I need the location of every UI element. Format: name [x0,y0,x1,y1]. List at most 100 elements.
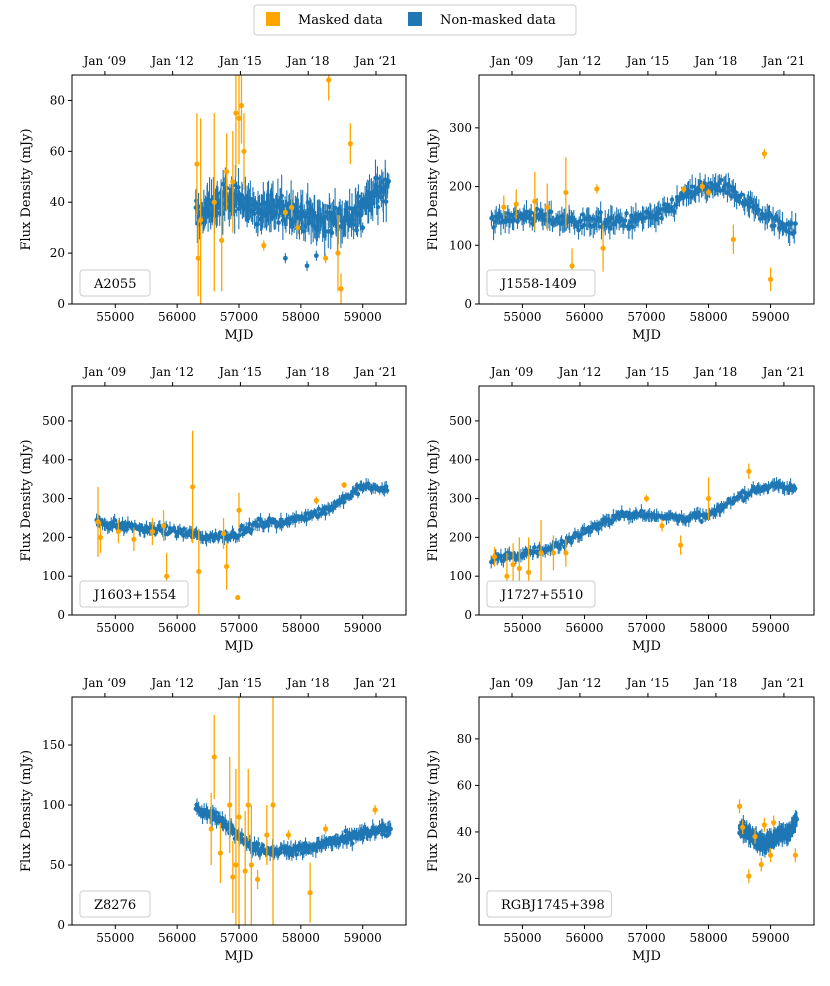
source-label-box [79,890,151,918]
top-tick-label: Jan ‘09 [489,54,534,68]
plot-area [193,75,392,304]
masked-point [338,286,344,292]
masked-point [245,802,251,808]
nonmasked-point [106,526,112,531]
masked-point [746,468,752,474]
y-tick-label: 400 [449,453,472,467]
masked-point [740,824,746,830]
nonmasked-point [316,506,321,512]
masked-point [254,876,261,883]
nonmasked-point [239,832,245,837]
masked-point [746,873,752,879]
nonmasked-point [256,841,261,847]
masked-point [767,852,774,858]
masked-point [282,209,288,215]
plot-area [94,430,390,615]
y-tick-label: 0 [464,608,472,622]
x-tick-label: 56000 [565,310,603,324]
nonmasked-point [236,533,242,538]
y-axis-label: Flux Density (mJy) [426,750,441,872]
y-tick-label: 80 [50,93,65,107]
source-label: Z8276 [94,898,136,913]
top-tick-label: Jan ‘18 [285,365,330,379]
source-label-box [79,269,151,297]
masked-point [761,151,767,157]
nonmasked-point [598,210,603,215]
nonmasked-point [252,211,257,216]
top-tick-label: Jan ‘12 [149,365,194,379]
nonmasked-point [534,206,540,212]
nonmasked-point [576,227,581,233]
masked-point [322,826,329,832]
x-axis-label: MJD [225,639,254,654]
y-axis-label: Flux Density (mJy) [426,128,441,250]
top-tick-label: Jan ‘18 [285,676,330,690]
x-tick-label: 59000 [751,621,789,635]
y-tick-label: 100 [42,569,65,583]
nonmasked-point [793,221,798,226]
y-tick-label: 150 [42,738,65,752]
nonmasked-point [360,835,365,841]
masked-point [752,833,758,840]
masked-point [242,868,248,874]
x-axis-label: MJD [632,328,661,343]
x-tick-label: 59000 [751,310,789,324]
masked-point [544,204,550,210]
masked-point [681,186,687,193]
masked-point [190,484,196,490]
x-tick-label: 55000 [96,621,134,635]
masked-point [224,563,230,570]
source-label-box [486,890,612,918]
nonmasked-point [725,190,730,195]
nonmasked-point [306,850,311,855]
nonmasked-point [329,230,335,236]
nonmasked-point [582,222,587,228]
nonmasked-point [384,199,389,204]
top-tick-label: Jan ‘15 [625,365,670,379]
top-tick-label: Jan ‘09 [489,365,534,379]
nonmasked-point [719,177,724,183]
legend: Masked data Non-masked data [253,4,577,36]
top-tick-label: Jan ‘09 [82,676,127,690]
masked-point [164,573,170,579]
x-tick-label: 56000 [158,621,196,635]
masked-point [235,594,241,601]
masked-point [149,528,156,535]
y-tick-label: 100 [449,238,472,252]
y-tick-label: 0 [464,297,472,311]
masked-point [236,115,242,121]
masked-point [563,189,569,196]
top-tick-label: Jan ‘21 [353,676,398,690]
nonmasked-point [351,222,356,227]
nonmasked-point [739,192,744,197]
nonmasked-point [276,220,281,225]
nonmasked-point [579,531,585,537]
nonmasked-point [741,819,746,824]
nonmasked-point [789,221,795,226]
masked-point [97,534,104,540]
panel-rgbj1745-398: 55000 56000 57000 58000 59000 MJD Jan ‘09 Jan ‘… [426,676,815,964]
top-tick-label: Jan ‘21 [761,676,806,690]
x-tick-label: 59000 [344,621,382,635]
y-tick-label: 0 [57,608,65,622]
top-tick-label: Jan ‘12 [149,676,194,690]
masked-point [307,890,313,896]
masked-point [264,832,270,838]
nonmasked-point [388,826,393,832]
masked-point [208,826,214,832]
x-tick-label: 57000 [627,931,665,945]
masked-point [322,255,329,261]
x-tick-label: 58000 [689,310,727,324]
masked-point [516,565,522,572]
nonmasked-point [555,215,561,220]
y-tick-label: 60 [50,144,65,158]
masked-point [195,255,201,261]
masked-point [594,186,600,192]
y-tick-label: 200 [449,530,472,544]
nonmasked-point [669,197,675,202]
masked-point [761,822,767,828]
nonmasked-point [379,194,384,199]
nonmasked-point [213,810,219,815]
y-tick-label: 80 [457,732,472,746]
